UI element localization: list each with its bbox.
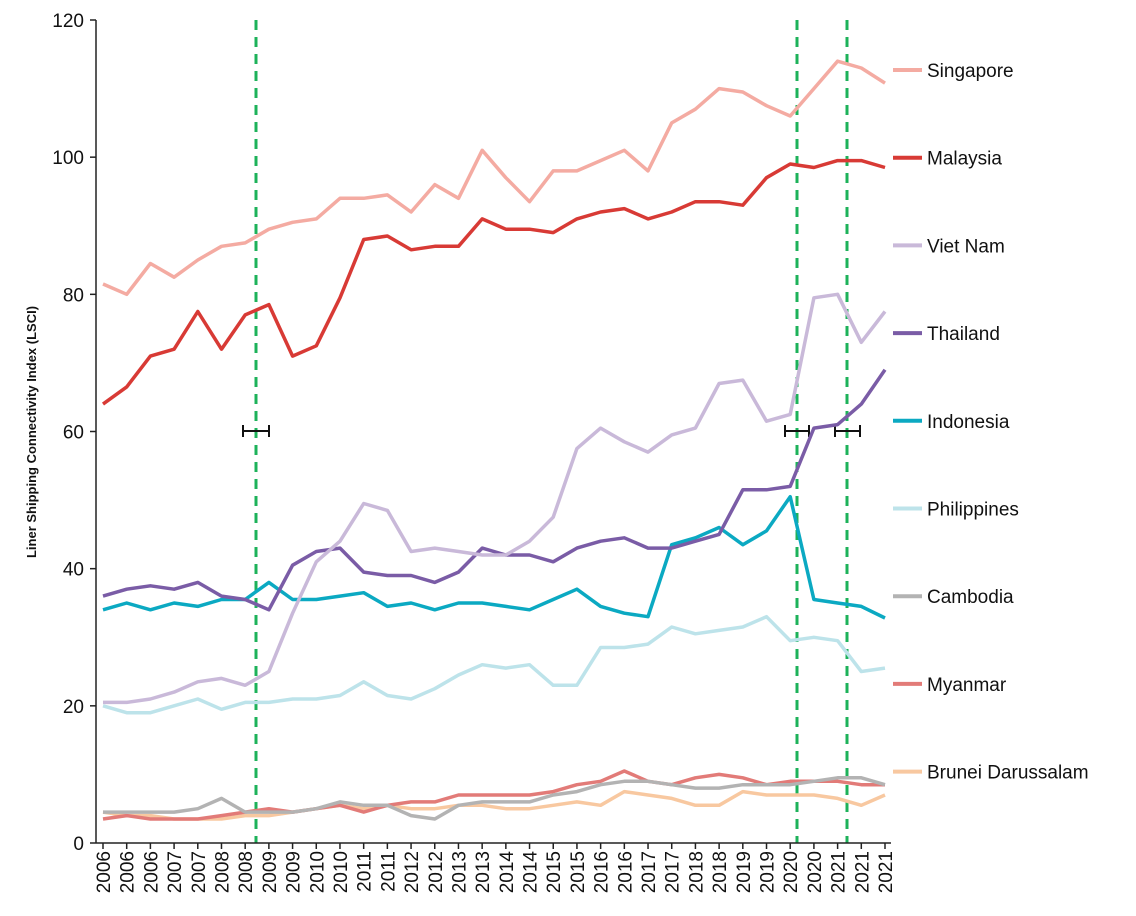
series-line: [102, 614, 886, 715]
annotations: [254, 20, 849, 843]
x-tick-label: 2013: [473, 851, 494, 893]
error-bar: [834, 425, 861, 437]
series-line: [102, 789, 886, 821]
x-tick-label: 2006: [118, 851, 139, 893]
x-tick-label: 2012: [426, 851, 447, 893]
x-tick-label: 2010: [331, 851, 352, 893]
x-tick-label: 2017: [639, 851, 660, 893]
series-line: [103, 292, 887, 705]
x-tick-label: 2007: [189, 851, 210, 893]
y-tick-label: 40: [63, 560, 84, 581]
series-line: [102, 769, 885, 821]
x-tick-label: 2013: [449, 851, 470, 893]
x-tick-label: 2010: [307, 851, 328, 893]
x-tick-label: 2016: [615, 851, 636, 893]
y-tick-label: 100: [52, 148, 84, 169]
legend-label: Malaysia: [927, 149, 1002, 170]
x-tick-label: 2006: [141, 851, 162, 893]
series-line: [102, 494, 886, 620]
x-tick-label: 2019: [734, 851, 755, 893]
x-tick-label: 2009: [284, 851, 305, 893]
legend-label: Thailand: [927, 324, 1000, 345]
error-bar: [242, 425, 270, 437]
series-line: [102, 368, 887, 612]
legend-label: Indonesia: [927, 412, 1010, 433]
error-bar: [784, 425, 810, 437]
x-tick-label: 2019: [758, 851, 779, 893]
y-axis-label: Liner Shipping Connectivity Index (LSCI): [24, 306, 39, 558]
x-tick-label: 2009: [260, 851, 281, 893]
x-tick-label: 2015: [568, 851, 589, 893]
series-line: [102, 59, 886, 297]
legend-label: Brunei Darussalam: [927, 763, 1089, 784]
x-tick-label: 2008: [212, 851, 233, 893]
x-tick-label: 2021: [829, 851, 850, 893]
x-tick-label: 2015: [544, 851, 565, 893]
y-tick-label: 20: [63, 697, 84, 718]
x-tick-label: 2020: [781, 851, 802, 893]
legend-label: Viet Nam: [927, 236, 1005, 257]
x-tick-label: 2008: [236, 851, 257, 893]
x-tick-label: 2011: [378, 851, 399, 892]
x-tick-label: 2014: [497, 851, 518, 894]
x-tick-label: 2017: [663, 851, 684, 893]
x-tick-label: 2021: [852, 851, 873, 893]
legend-label: Myanmar: [927, 675, 1007, 696]
x-tick-label: 2014: [521, 851, 542, 894]
x-tick-label: 2021: [876, 851, 897, 893]
x-tick-label: 2018: [710, 851, 731, 893]
legend-label: Philippines: [927, 500, 1019, 521]
y-tick-label: 120: [52, 11, 84, 32]
y-tick-label: 80: [63, 285, 84, 306]
legend-label: Cambodia: [927, 587, 1014, 608]
x-tick-label: 2007: [165, 851, 186, 893]
x-tick-label: 2018: [686, 851, 707, 893]
series-line: [101, 158, 886, 406]
x-tick-label: 2016: [592, 851, 613, 893]
x-tick-label: 2011: [355, 851, 376, 892]
error-bars: [242, 425, 861, 437]
x-tick-label: 2020: [805, 851, 826, 893]
series-line: [103, 776, 886, 821]
y-tick-label: 60: [63, 423, 84, 444]
x-tick-label: 2012: [402, 851, 423, 893]
legend-label: Singapore: [927, 61, 1014, 82]
x-tick-label: 2006: [94, 851, 115, 893]
y-tick-label: 0: [73, 834, 84, 855]
